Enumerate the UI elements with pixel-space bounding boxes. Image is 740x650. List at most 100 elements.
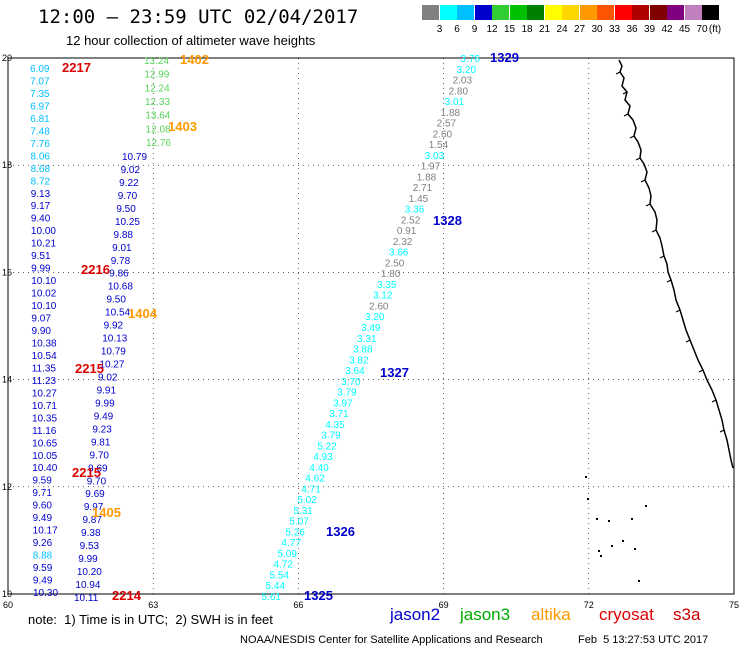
legend-swatch	[509, 5, 527, 20]
wave-value-2217: 10.40	[32, 463, 57, 474]
legend-label: 27	[573, 24, 586, 35]
wave-value-2214: 9.91	[97, 385, 117, 396]
coastline	[651, 229, 657, 233]
wave-value-2217: 11.35	[32, 363, 57, 374]
wave-value-2214: 10.13	[102, 334, 127, 345]
wave-value-2214: 9.70	[87, 476, 107, 487]
legend-swatch	[579, 5, 597, 20]
legend-label: 45	[678, 24, 691, 35]
legend-swatch	[439, 5, 457, 20]
wave-value-1329: 1.80	[381, 269, 401, 280]
wave-value-1329: 2.50	[385, 258, 405, 269]
wave-value-2217: 10.71	[32, 401, 57, 412]
wave-value-2217: 10.35	[32, 413, 57, 424]
wave-value-1329: 3.20	[457, 65, 477, 76]
legend-label: 70	[696, 24, 708, 35]
wave-value-1329: 3.36	[405, 205, 425, 216]
wave-value-1329: 5.22	[317, 441, 337, 452]
timestamp-text: Feb 5 13:27:53 UTC 2017	[578, 634, 709, 646]
legend-label: 39	[643, 24, 656, 35]
legend-label: 33	[608, 24, 621, 35]
wave-value-2217: 7.48	[30, 126, 50, 137]
wave-value-1329: 3.64	[345, 366, 365, 377]
legend-label: 9	[471, 24, 478, 35]
wave-value-2217: 9.60	[33, 501, 53, 512]
legend-swatch	[702, 5, 719, 20]
wave-value-1329: 3.82	[349, 355, 369, 366]
wave-value-1329: 5.26	[285, 527, 305, 538]
island-dot	[631, 518, 633, 520]
wave-value-2214: 9.69	[88, 463, 108, 474]
wave-value-2217: 9.49	[33, 513, 53, 524]
wave-value-1329: 3.31	[357, 334, 377, 345]
wave-value-2217: 9.99	[31, 264, 51, 275]
legend-swatch	[492, 5, 509, 20]
legend-swatch	[597, 5, 614, 20]
island-dot	[585, 476, 587, 478]
coastline	[640, 179, 646, 183]
coastline	[711, 399, 717, 403]
wave-value-1329: 2.03	[453, 76, 473, 87]
x-tick-label: 72	[584, 600, 594, 610]
wave-value-1402: 12.76	[146, 138, 171, 149]
wave-value-2217: 9.07	[31, 314, 51, 325]
wave-value-2217: 9.17	[31, 201, 51, 212]
wave-value-2217: 10.65	[32, 438, 57, 449]
satellite-name: jason3	[460, 605, 511, 624]
wave-value-1329: 3.79	[321, 431, 341, 442]
legend-swatch	[632, 5, 649, 20]
wave-value-1329: 3.66	[389, 248, 409, 259]
wave-value-2214: 10.27	[99, 360, 124, 371]
y-tick-label: 18	[2, 160, 12, 170]
wave-value-2217: 10.21	[31, 239, 56, 250]
wave-value-1329: 3.01	[445, 97, 465, 108]
coastline	[629, 135, 635, 139]
wave-value-1329: 2.57	[437, 119, 457, 130]
satellite-name: jason2	[390, 605, 441, 624]
wave-value-2214: 9.97	[84, 502, 104, 513]
wave-value-2214: 9.87	[82, 515, 102, 526]
credit-text: NOAA/NESDIS Center for Satellite Applica…	[240, 634, 543, 646]
wave-value-1329: 1.54	[429, 140, 449, 151]
coastline	[666, 279, 672, 283]
wave-value-2217: 10.05	[32, 451, 57, 462]
pass-label: 2214	[112, 588, 142, 603]
legend-label: 15	[503, 24, 516, 35]
legend-swatch	[649, 5, 667, 20]
wave-value-1329: 2.32	[393, 237, 413, 248]
wave-value-2217: 9.49	[33, 576, 53, 587]
wave-value-2217: 8.06	[31, 151, 51, 162]
wave-value-1329: 1.45	[409, 194, 429, 205]
legend-label: 42	[661, 24, 673, 35]
wave-value-2217: 6.81	[30, 114, 50, 125]
legend-swatch	[544, 5, 562, 20]
pass-label: 1327	[380, 365, 409, 380]
wave-value-1329: 3.35	[377, 280, 397, 291]
wave-value-2214: 10.25	[115, 217, 140, 228]
wave-value-1329: 2.60	[433, 129, 453, 140]
legend-label: 3	[436, 24, 443, 35]
wave-value-1329: 2.60	[369, 301, 389, 312]
wave-value-2214: 10.20	[77, 567, 102, 578]
wave-value-2214: 9.23	[92, 424, 112, 435]
legend-swatch	[667, 5, 684, 20]
coastline	[698, 369, 704, 373]
wave-value-2217: 7.07	[30, 76, 50, 87]
island-dot	[638, 580, 640, 582]
pass-label: 2215	[72, 465, 101, 480]
wave-value-1402: 13.24	[144, 56, 169, 67]
wave-value-1329: 5.02	[297, 495, 317, 506]
pass-label: 2216	[81, 262, 110, 277]
pass-label: 2217	[62, 60, 91, 75]
legend-swatch	[422, 5, 439, 20]
wave-value-1329: 1.88	[417, 172, 437, 183]
wave-value-2214: 9.49	[94, 411, 114, 422]
wave-value-2217: 10.00	[31, 226, 56, 237]
y-tick-label: 20	[2, 53, 12, 63]
wave-value-1329: 3.97	[333, 398, 353, 409]
pass-label: 1328	[433, 213, 462, 228]
satellite-name: s3a	[673, 605, 701, 624]
wave-value-1329: 3.88	[353, 345, 373, 356]
wave-value-1329: 0.91	[397, 226, 417, 237]
